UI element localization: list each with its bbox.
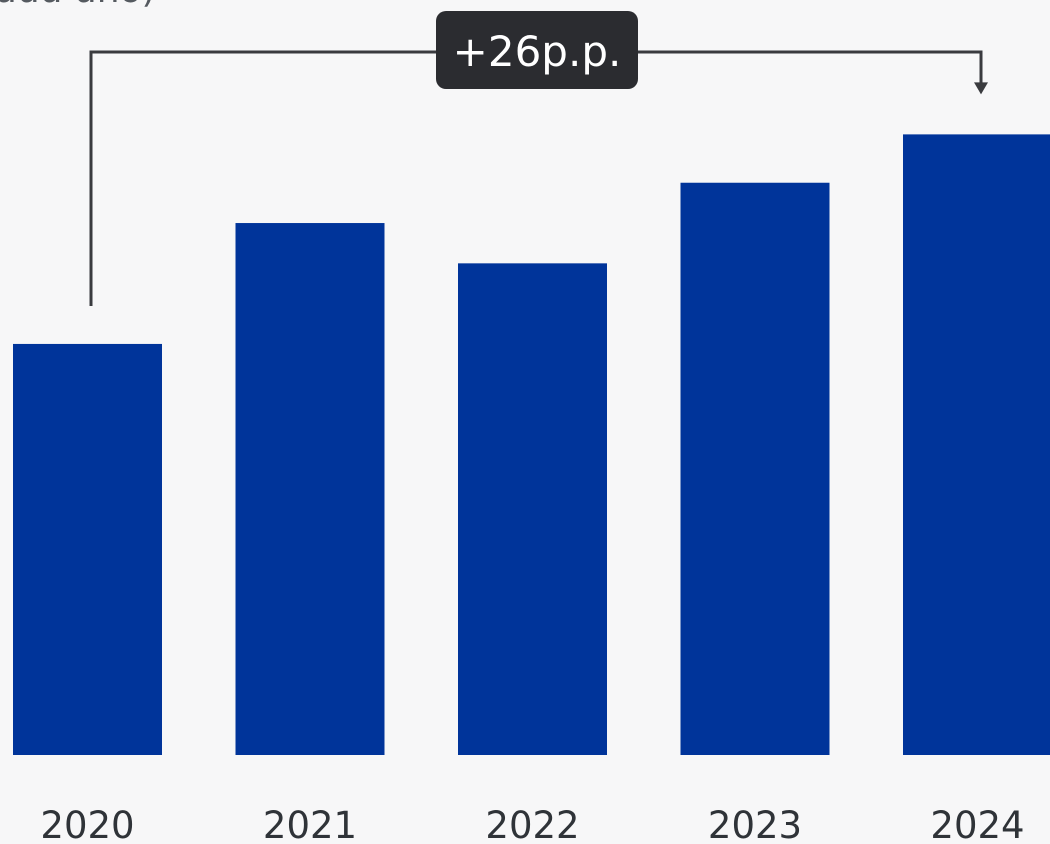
x-tick-label-2023: 2023 — [708, 804, 802, 844]
bar-2022 — [458, 263, 607, 755]
bar-2020 — [13, 343, 162, 755]
annotation-label: +26p.p. — [453, 27, 622, 76]
x-axis-ticks: 2020 2021 2022 2023 2024 — [40, 804, 1024, 844]
bars-group — [13, 134, 1050, 756]
bar-2021 — [235, 223, 385, 756]
bar-2024 — [903, 134, 1050, 755]
x-tick-label-2024: 2024 — [930, 804, 1024, 844]
header-fragment: uuu uno) — [0, 0, 156, 11]
change-annotation: +26p.p. — [89, 11, 988, 306]
x-tick-label-2020: 2020 — [40, 804, 134, 844]
bar-2023 — [680, 182, 830, 756]
x-tick-label-2022: 2022 — [485, 804, 579, 844]
annotation-badge — [436, 11, 638, 89]
x-tick-label-2021: 2021 — [263, 804, 357, 844]
annotation-arrowhead — [974, 82, 988, 95]
